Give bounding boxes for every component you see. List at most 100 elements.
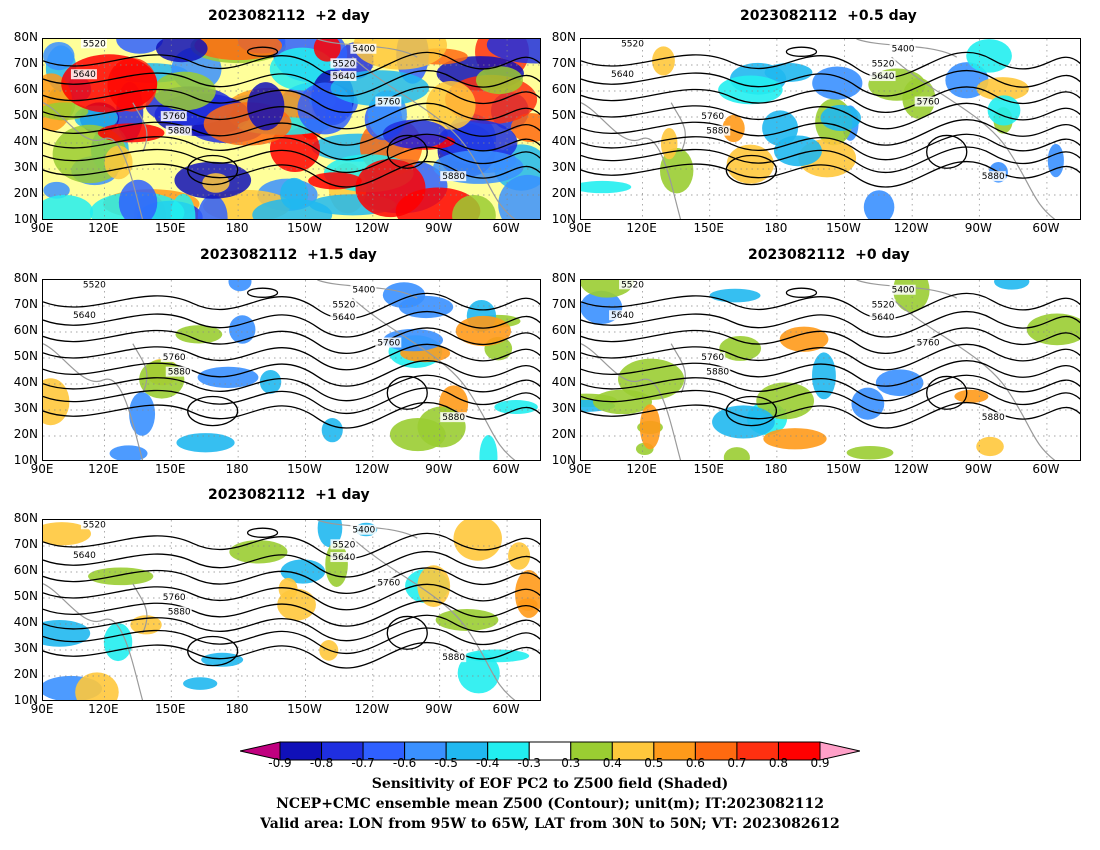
contour-labels: 5400 5520 5640 5760 5880 5520 5640 5760 5880 — [70, 39, 467, 182]
sensitivity-shading — [43, 280, 538, 460]
longitude-label: 180 — [225, 462, 249, 476]
contour-label: 5520 — [621, 39, 644, 49]
contour-label: 5880 — [442, 653, 465, 663]
contour-label: 5640 — [332, 72, 355, 82]
contour-label: 5760 — [163, 353, 186, 363]
contour-label: 5760 — [377, 98, 400, 108]
longitude-label: 120E — [626, 221, 657, 235]
contour-label: 5520 — [872, 59, 895, 69]
panel-title: 2023082112 +0 day — [748, 247, 910, 263]
longitude-label: 90E — [30, 462, 54, 476]
latitude-label: 50N — [551, 349, 576, 363]
colorbar-tick-label: 0.6 — [685, 756, 705, 770]
contour-label: 5640 — [332, 553, 355, 563]
longitude-label: 90E — [568, 221, 592, 235]
longitude-label: 120E — [88, 702, 119, 716]
map-canvas: 5400 5520 5640 5760 5880 5520 5640 5760 5880 — [581, 39, 1080, 219]
longitude-label: 120E — [88, 221, 119, 235]
latitude-label: 20N — [551, 427, 576, 441]
latitude-label: 60N — [551, 82, 576, 96]
contour-label: 5880 — [442, 172, 465, 182]
latitude-label: 60N — [13, 323, 38, 337]
contour-label: 5640 — [332, 313, 355, 323]
contour-label: 5520 — [83, 520, 106, 530]
map-canvas: 5400 5520 5640 5760 5880 5520 5640 5760 5880 — [581, 280, 1080, 460]
longitude-label: 180 — [764, 462, 788, 476]
contour-label: 5520 — [332, 300, 355, 310]
grid-lines — [43, 280, 540, 460]
latitude-label: 70N — [551, 297, 576, 311]
latitude-label: 10N — [13, 453, 38, 467]
panel-title: 2023082112 +2 day — [208, 8, 370, 24]
longitude-label: 150W — [287, 221, 322, 235]
z500-contours — [43, 46, 540, 188]
longitude-label: 60W — [492, 221, 520, 235]
map-canvas: 5400 5520 5640 5760 5880 5520 5640 5760 5880 — [43, 520, 540, 700]
latitude-label: 50N — [13, 349, 38, 363]
longitude-label: 90E — [568, 462, 592, 476]
longitude-label: 60W — [1032, 221, 1060, 235]
panel-title: 2023082112 +0.5 day — [740, 8, 917, 24]
contour-label: 5760 — [377, 339, 400, 349]
contour-label: 5640 — [872, 313, 895, 323]
colorbar-tick-label: -0.5 — [434, 756, 458, 770]
contour-label: 5640 — [611, 70, 634, 80]
longitude-label: 150W — [287, 462, 322, 476]
colorbar: -0.9 -0.8 -0.7 -0.6 -0.5 -0.4 -0.3 0.3 0.4 0.5 0.6… — [239, 740, 861, 774]
longitude-label: 120W — [354, 462, 390, 476]
latitude-label: 30N — [13, 160, 38, 174]
contour-label: 5400 — [352, 526, 375, 536]
contour-label: 5760 — [701, 353, 724, 363]
contour-label: 5880 — [168, 127, 191, 137]
latitude-label: 70N — [551, 56, 576, 70]
latitude-label: 50N — [13, 589, 38, 603]
contour-label: 5880 — [442, 413, 465, 423]
latitude-label: 20N — [13, 427, 38, 441]
longitude-label: 150E — [154, 221, 186, 235]
longitude-label: 60W — [492, 462, 520, 476]
map-area: 5400 5520 5640 5760 5880 5520 5640 5760 5880 — [42, 279, 541, 461]
longitude-label: 90E — [30, 221, 54, 235]
colorbar-tick-label: -0.6 — [392, 756, 417, 770]
colorbar-tick-label: 0.3 — [561, 756, 581, 770]
latitude-label: 50N — [551, 108, 576, 122]
colorbar-tick-label: 0.8 — [768, 756, 788, 770]
latitude-label: 70N — [13, 297, 38, 311]
contour-label: 5400 — [352, 286, 375, 296]
latitude-label: 50N — [13, 108, 38, 122]
contour-label: 5520 — [332, 540, 355, 550]
caption-line-1: Sensitivity of EOF PC2 to Z500 field (Sh… — [371, 776, 729, 792]
colorbar-tick-label: -0.7 — [351, 756, 375, 770]
latitude-label: 10N — [13, 212, 38, 226]
longitude-label: 90W — [964, 462, 992, 476]
longitude-label: 120W — [354, 221, 390, 235]
contour-label: 5520 — [83, 280, 106, 290]
map-canvas: 5400 5520 5640 5760 5880 5520 5640 5760 5880 — [43, 39, 540, 219]
longitude-label: 150W — [287, 702, 322, 716]
contour-label: 5880 — [706, 127, 729, 137]
colorbar-tick-label: 0.9 — [810, 756, 830, 770]
sensitivity-shading — [43, 520, 540, 700]
contour-label: 5760 — [917, 339, 940, 349]
colorbar-tick-label: -0.8 — [309, 756, 334, 770]
latitude-label: 80N — [551, 271, 576, 285]
latitude-label: 80N — [13, 30, 38, 44]
map-area: 5400 5520 5640 5760 5880 5520 5640 5760 5880 — [42, 38, 541, 220]
longitude-label: 120E — [88, 462, 119, 476]
z500-contours — [581, 287, 1080, 429]
contour-label: 5520 — [83, 39, 106, 49]
colorbar-tick-label: -0.3 — [517, 756, 541, 770]
longitude-label: 90E — [30, 702, 54, 716]
latitude-label: 60N — [13, 563, 38, 577]
latitude-label: 70N — [13, 56, 38, 70]
z500-contours — [43, 527, 540, 669]
latitude-label: 60N — [13, 82, 38, 96]
contour-label: 5760 — [163, 112, 186, 122]
longitude-label: 150E — [154, 462, 186, 476]
longitude-label: 180 — [225, 702, 249, 716]
latitude-label: 20N — [13, 186, 38, 200]
contour-label: 5760 — [377, 579, 400, 589]
longitude-label: 120W — [893, 462, 929, 476]
longitude-label: 120W — [354, 702, 390, 716]
latitude-label: 30N — [13, 401, 38, 415]
